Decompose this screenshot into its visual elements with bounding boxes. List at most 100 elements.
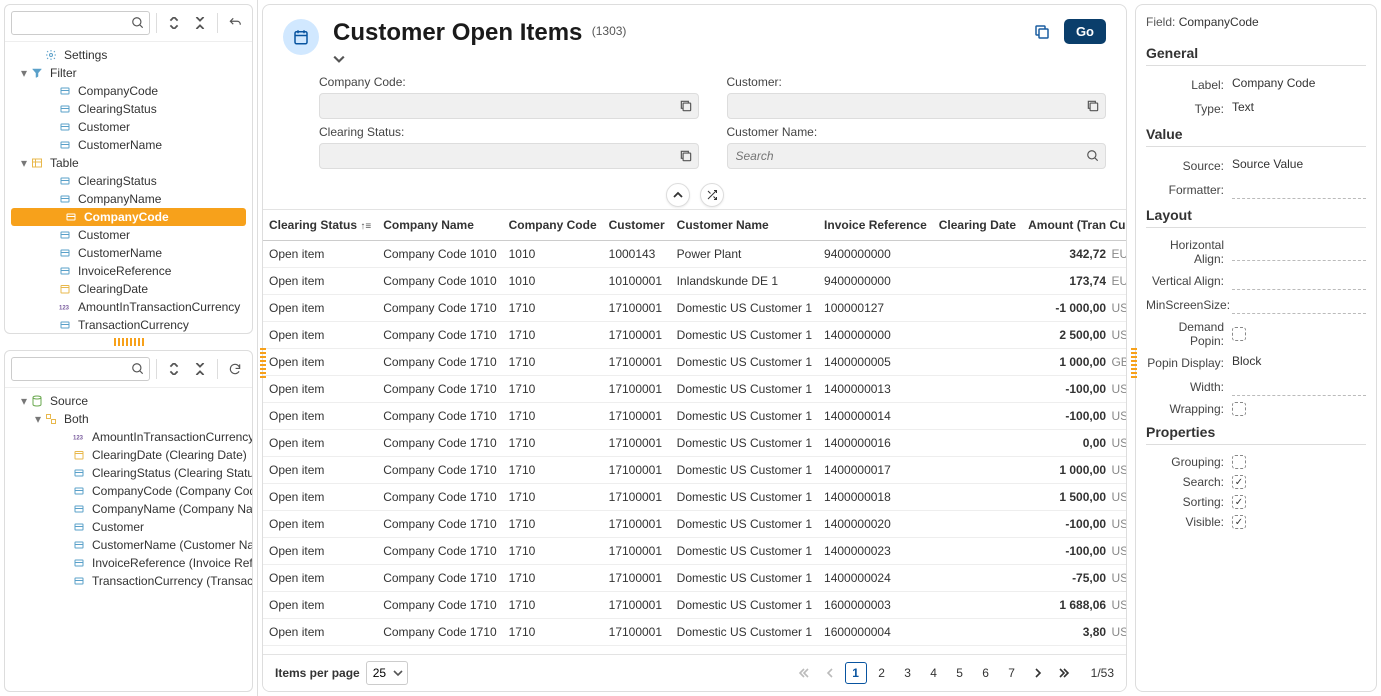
table-row[interactable]: Open itemCompany Code 1710171017100001Do… <box>263 457 1126 484</box>
table-row[interactable]: Open itemCompany Code 1710171017100001Do… <box>263 646 1126 655</box>
outline-tree[interactable]: Settings▾Filter CompanyCode ClearingStatus… <box>5 42 252 333</box>
prop-value[interactable]: Block <box>1232 354 1366 372</box>
table-row[interactable]: Open itemCompany Code 1710171017100001Do… <box>263 349 1126 376</box>
prop-value[interactable]: Company Code <box>1232 76 1366 94</box>
table-row[interactable]: Open itemCompany Code 1710171017100001Do… <box>263 430 1126 457</box>
tree-item[interactable]: Settings <box>5 46 252 64</box>
source-tree[interactable]: ▾Source▾Both123AmountInTransactionCurren… <box>5 388 252 691</box>
first-page-button[interactable] <box>793 662 815 684</box>
tree-item[interactable]: CustomerName <box>5 244 252 262</box>
value-help-icon[interactable] <box>679 99 693 113</box>
expander-icon[interactable]: ▾ <box>17 156 31 170</box>
tree-item[interactable]: ClearingStatus <box>5 172 252 190</box>
table-row[interactable]: Open itemCompany Code 1710171017100001Do… <box>263 484 1126 511</box>
tree-item[interactable]: ClearingStatus <box>5 100 252 118</box>
last-page-button[interactable] <box>1053 662 1075 684</box>
page-2-button[interactable]: 2 <box>871 662 893 684</box>
tree-item[interactable]: CompanyCode (Company Code) <box>5 482 252 500</box>
checkbox[interactable] <box>1232 495 1246 509</box>
vertical-splitter-left[interactable] <box>260 348 266 378</box>
column-header[interactable]: Clearing Status ↑≡ <box>263 210 377 241</box>
column-header[interactable]: Amount (Tran Cur.) <box>1022 210 1126 241</box>
tree-item[interactable]: ClearingStatus (Clearing Status) <box>5 464 252 482</box>
table-row[interactable]: Open itemCompany Code 1710171017100001Do… <box>263 619 1126 646</box>
tree-item[interactable]: ▾Filter <box>5 64 252 82</box>
checkbox[interactable] <box>1232 475 1246 489</box>
page-6-button[interactable]: 6 <box>975 662 997 684</box>
column-header[interactable]: Customer <box>603 210 671 241</box>
expand-header-icon[interactable] <box>333 53 1030 65</box>
table-row[interactable]: Open itemCompany Code 1710171017100001Do… <box>263 322 1126 349</box>
expander-icon[interactable]: ▾ <box>31 412 45 426</box>
prev-page-button[interactable] <box>819 662 841 684</box>
filter-input[interactable] <box>319 93 699 119</box>
tree-item[interactable]: ▾Source <box>5 392 252 410</box>
outline-search-input[interactable] <box>11 11 150 35</box>
value-help-icon[interactable] <box>679 149 693 163</box>
column-header[interactable]: Invoice Reference <box>818 210 933 241</box>
items-per-page-select[interactable]: 25 <box>366 661 408 685</box>
tree-item[interactable]: 123AmountInTransactionCurrency <box>5 298 252 316</box>
table-scroll[interactable]: Clearing Status ↑≡Company NameCompany Co… <box>263 210 1126 654</box>
table-row[interactable]: Open itemCompany Code 101010101000143Pow… <box>263 241 1126 268</box>
prop-value[interactable] <box>1232 272 1366 290</box>
prop-value[interactable] <box>1232 378 1366 396</box>
collapse-all-button[interactable] <box>189 12 211 34</box>
collapse-all-button[interactable] <box>189 358 211 380</box>
page-1-button[interactable]: 1 <box>845 662 867 684</box>
refresh-button[interactable] <box>224 358 246 380</box>
tree-item[interactable]: Customer <box>5 226 252 244</box>
value-help-icon[interactable] <box>1086 99 1100 113</box>
table-row[interactable]: Open itemCompany Code 1710171017100001Do… <box>263 592 1126 619</box>
column-header[interactable]: Company Code <box>503 210 603 241</box>
expander-icon[interactable]: ▾ <box>17 66 31 80</box>
tree-item[interactable]: ClearingDate <box>5 280 252 298</box>
page-7-button[interactable]: 7 <box>1001 662 1023 684</box>
tree-item[interactable]: ClearingDate (Clearing Date) <box>5 446 252 464</box>
tree-item[interactable]: CustomerName <box>5 136 252 154</box>
column-header[interactable]: Customer Name <box>671 210 818 241</box>
undo-button[interactable] <box>224 12 246 34</box>
prop-value[interactable] <box>1232 296 1366 314</box>
prop-value[interactable]: Text <box>1232 100 1366 118</box>
table-row[interactable]: Open itemCompany Code 1710171017100001Do… <box>263 538 1126 565</box>
vertical-splitter-right[interactable] <box>1131 348 1137 378</box>
tree-item[interactable]: Customer <box>5 518 252 536</box>
next-page-button[interactable] <box>1027 662 1049 684</box>
table-row[interactable]: Open itemCompany Code 1710171017100001Do… <box>263 295 1126 322</box>
table-row[interactable]: Open itemCompany Code 1710171017100001Do… <box>263 511 1126 538</box>
checkbox[interactable] <box>1232 327 1246 341</box>
table-row[interactable]: Open itemCompany Code 1710171017100001Do… <box>263 565 1126 592</box>
filter-input[interactable] <box>319 143 699 169</box>
tree-item[interactable]: InvoiceReference (Invoice Reference <box>5 554 252 572</box>
tree-item[interactable]: CompanyCode <box>11 208 246 226</box>
expand-all-button[interactable] <box>163 12 185 34</box>
tree-item[interactable]: InvoiceReference <box>5 262 252 280</box>
checkbox[interactable] <box>1232 455 1246 469</box>
page-5-button[interactable]: 5 <box>949 662 971 684</box>
tree-item[interactable]: ▾Table <box>5 154 252 172</box>
column-header[interactable]: Clearing Date <box>933 210 1022 241</box>
filter-input[interactable] <box>727 93 1107 119</box>
tree-item[interactable]: CustomerName (Customer Name) <box>5 536 252 554</box>
tree-item[interactable]: Customer <box>5 118 252 136</box>
filter-input[interactable] <box>727 143 1107 169</box>
column-header[interactable]: Company Name <box>377 210 502 241</box>
prop-value[interactable] <box>1232 181 1366 199</box>
checkbox[interactable] <box>1232 402 1246 416</box>
tree-item[interactable]: CompanyName <box>5 190 252 208</box>
copy-icon[interactable] <box>1030 20 1054 44</box>
table-row[interactable]: Open itemCompany Code 1710171017100001Do… <box>263 403 1126 430</box>
horizontal-splitter[interactable] <box>114 338 144 346</box>
page-3-button[interactable]: 3 <box>897 662 919 684</box>
tree-item[interactable]: TransactionCurrency <box>5 316 252 333</box>
go-button[interactable]: Go <box>1064 19 1106 44</box>
source-search-input[interactable] <box>11 357 150 381</box>
tree-item[interactable]: ▾Both <box>5 410 252 428</box>
tree-item[interactable]: 123AmountInTransactionCurrency (Amo <box>5 428 252 446</box>
table-row[interactable]: Open itemCompany Code 1710171017100001Do… <box>263 376 1126 403</box>
checkbox[interactable] <box>1232 515 1246 529</box>
expand-all-button[interactable] <box>163 358 185 380</box>
shuffle-icon[interactable] <box>700 183 724 207</box>
search-icon[interactable] <box>1086 149 1100 163</box>
